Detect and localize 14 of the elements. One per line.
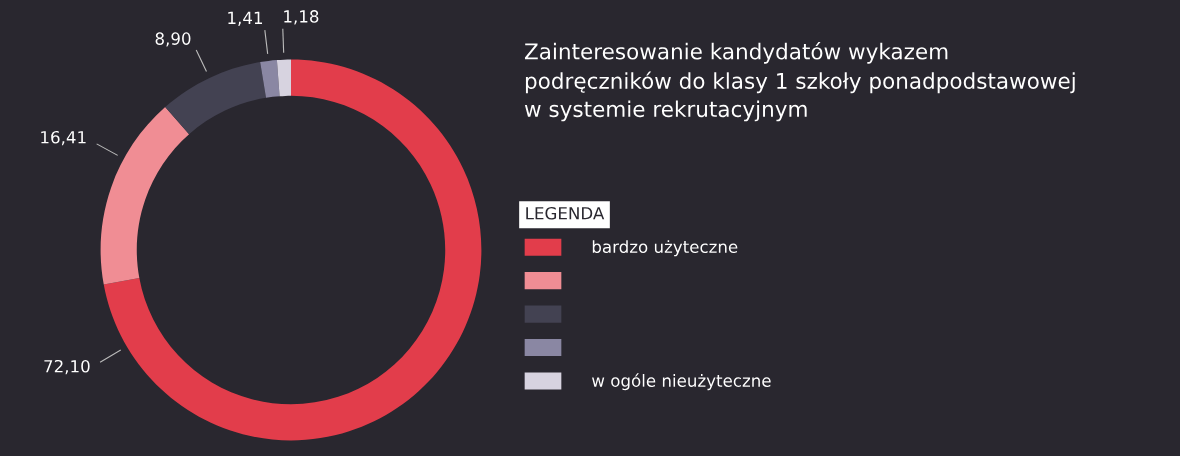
donut-slice [100,107,190,285]
data-label: 1,18 [284,10,319,25]
donut-slice [165,62,267,135]
data-label: 16,41 [41,130,86,146]
legend-title: LEGENDA [526,206,605,220]
text: Zainteresowanie kandydatów wykazem podręczników do klasy 1 szkoły ponadpodstawowej w systemie rekrutacyjnym [524,42,1075,122]
legend-label: w ogóle nieużyteczne [592,373,771,391]
donut-slice [276,59,291,97]
data-label: 72,10 [44,359,90,375]
legend-label: bardzo użyteczne [592,240,738,257]
data-label: 8,90 [155,32,191,47]
donut-slice [103,59,482,441]
data-label: 1,41 [228,11,263,26]
donut-slice [260,60,280,98]
